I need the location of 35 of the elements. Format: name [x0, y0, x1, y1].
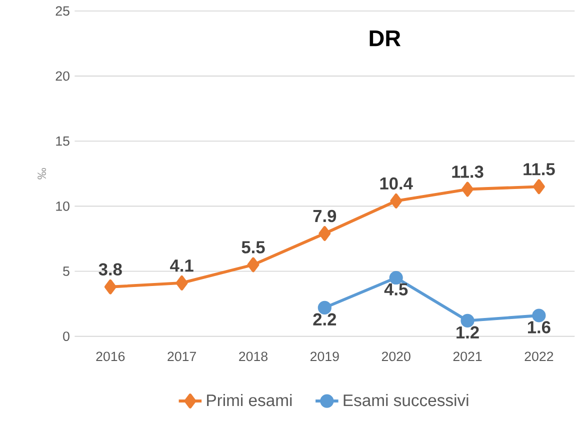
legend-label: Primi esami — [207, 394, 292, 406]
data-label: 3.8 — [98, 263, 122, 276]
point — [390, 194, 402, 208]
y-axis-title: ‰ — [38, 168, 46, 180]
x-tick-label: 2020 — [382, 352, 410, 362]
data-label: 1.2 — [456, 326, 479, 338]
point — [318, 226, 331, 241]
legend-label: Esami successivi — [344, 394, 468, 406]
data-label: 5.5 — [242, 241, 265, 254]
data-label: 11.3 — [452, 166, 484, 178]
text: DR — [370, 30, 401, 46]
y-tick-label: 25 — [56, 6, 70, 16]
y-tick-label: 20 — [56, 71, 70, 81]
point — [532, 179, 545, 194]
x-tick-label: 2021 — [453, 352, 482, 362]
x-tick-label: 2018 — [239, 352, 268, 362]
point — [247, 257, 260, 272]
y-tick-label: 10 — [56, 201, 70, 211]
y-tick-label: 0 — [63, 332, 70, 342]
data-label: 4.1 — [170, 260, 194, 272]
point — [104, 279, 116, 294]
y-tick-label: 5 — [63, 266, 70, 276]
point — [176, 275, 188, 290]
data-label: 10.4 — [380, 177, 413, 190]
data-label: 11.5 — [524, 163, 555, 176]
data-label: 1.6 — [528, 321, 550, 334]
data-label: 7.9 — [313, 210, 336, 222]
data-label: 2.2 — [313, 313, 336, 326]
x-tick-label: 2016 — [96, 352, 125, 362]
data-label: 4.5 — [384, 283, 408, 296]
x-tick-label: 2017 — [168, 352, 196, 362]
x-tick-label: 2022 — [524, 352, 554, 362]
point — [462, 182, 474, 197]
y-tick-label: 15 — [56, 136, 70, 146]
x-tick-label: 2019 — [310, 352, 339, 362]
